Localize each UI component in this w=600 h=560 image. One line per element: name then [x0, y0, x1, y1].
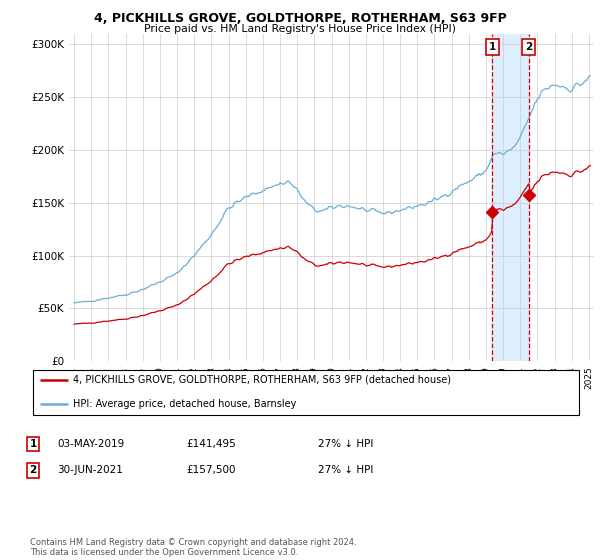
FancyBboxPatch shape [33, 370, 579, 415]
Text: 27% ↓ HPI: 27% ↓ HPI [318, 465, 373, 475]
Text: 4, PICKHILLS GROVE, GOLDTHORPE, ROTHERHAM, S63 9FP: 4, PICKHILLS GROVE, GOLDTHORPE, ROTHERHA… [94, 12, 506, 25]
Text: 2: 2 [29, 465, 37, 475]
Text: £157,500: £157,500 [186, 465, 235, 475]
Text: 03-MAY-2019: 03-MAY-2019 [57, 439, 124, 449]
Text: 2: 2 [525, 43, 532, 52]
Bar [492, 34, 529, 361]
Text: Contains HM Land Registry data © Crown copyright and database right 2024.
This d: Contains HM Land Registry data © Crown c… [30, 538, 356, 557]
Text: 1: 1 [29, 439, 37, 449]
Text: 30-JUN-2021: 30-JUN-2021 [57, 465, 123, 475]
Text: 27% ↓ HPI: 27% ↓ HPI [318, 439, 373, 449]
Text: 4, PICKHILLS GROVE, GOLDTHORPE, ROTHERHAM, S63 9FP (detached house): 4, PICKHILLS GROVE, GOLDTHORPE, ROTHERHA… [73, 375, 451, 385]
Text: Price paid vs. HM Land Registry's House Price Index (HPI): Price paid vs. HM Land Registry's House … [144, 24, 456, 34]
Text: £141,495: £141,495 [186, 439, 236, 449]
Text: HPI: Average price, detached house, Barnsley: HPI: Average price, detached house, Barn… [73, 399, 296, 409]
Text: 1: 1 [488, 43, 496, 52]
